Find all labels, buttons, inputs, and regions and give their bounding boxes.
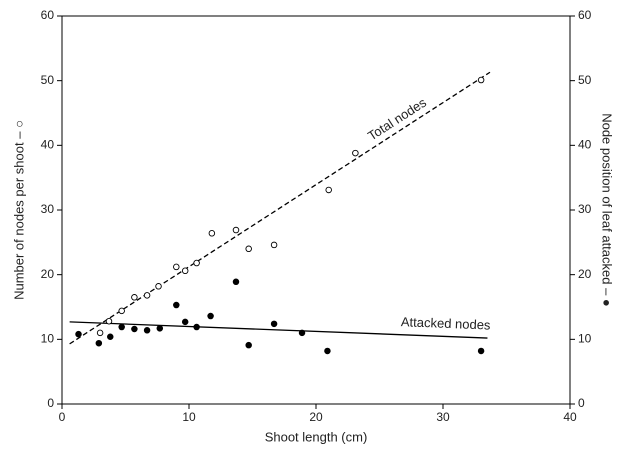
point (232, 226, 240, 234)
y2-axis-label: Node position of leaf attacked – ● (600, 113, 615, 307)
point (193, 323, 200, 331)
point (118, 323, 125, 331)
point (95, 339, 103, 347)
point (131, 294, 138, 301)
y-tick-label: 30 (41, 202, 55, 216)
point (75, 330, 82, 338)
y-tick-label: 0 (47, 396, 54, 410)
y2-tick-label: 20 (578, 267, 592, 281)
y-tick-label: 40 (41, 138, 55, 152)
trend-label: Attacked nodes (401, 314, 492, 332)
x-tick-label: 20 (309, 410, 323, 424)
point (477, 347, 485, 355)
y-tick-label: 20 (41, 267, 55, 281)
trend-line (69, 71, 491, 345)
point (156, 325, 164, 332)
x-tick-label: 10 (182, 410, 196, 424)
point (181, 318, 189, 326)
point (245, 245, 252, 253)
point (181, 267, 189, 275)
x-axis-label: Shoot length (cm) (265, 429, 368, 444)
point (131, 325, 138, 333)
y-axis-label: Number of nodes per shoot – ○ (11, 120, 26, 300)
point (270, 320, 278, 328)
y-tick-label: 60 (41, 8, 55, 22)
point (173, 301, 180, 309)
y-tick-label: 50 (41, 73, 55, 87)
point (173, 263, 180, 271)
plot-frame (61, 15, 571, 405)
point (207, 312, 214, 320)
x-tick-label: 40 (563, 410, 577, 424)
point (107, 333, 114, 340)
y-tick-label: 10 (41, 332, 55, 346)
x-tick-label: 0 (59, 410, 66, 424)
y2-tick-label: 40 (578, 138, 592, 152)
point (208, 230, 216, 237)
point (324, 347, 331, 355)
y2-tick-label: 30 (578, 202, 592, 216)
point (477, 76, 485, 84)
trend-line (69, 321, 488, 339)
point (96, 329, 104, 337)
point (298, 329, 306, 337)
y2-tick-label: 0 (578, 396, 585, 410)
point (232, 278, 240, 286)
point (352, 149, 359, 157)
y2-tick-label: 50 (578, 73, 592, 87)
point (143, 292, 151, 299)
y2-tick-label: 60 (578, 8, 592, 22)
y2-tick-label: 10 (578, 332, 592, 346)
point (193, 259, 200, 267)
point (105, 317, 113, 325)
point (245, 341, 252, 349)
x-tick-label: 30 (436, 410, 450, 424)
point (270, 241, 278, 249)
trend-label: Total nodes (365, 95, 429, 144)
point (155, 283, 162, 290)
point (325, 186, 332, 194)
point (118, 307, 125, 315)
point (143, 327, 151, 334)
